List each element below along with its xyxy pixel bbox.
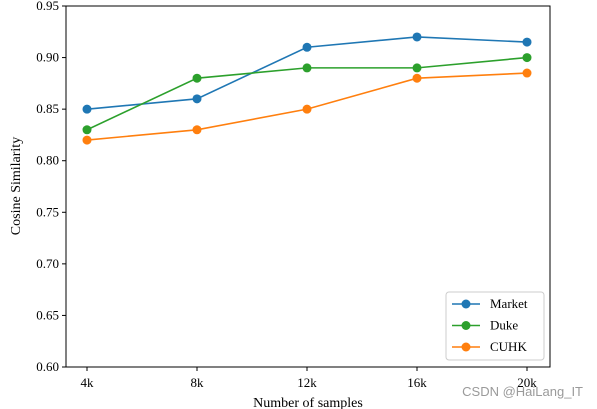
data-point [82,125,92,135]
x-tick-label: 16k [407,375,427,390]
x-axis: 4k 8k 12k 16k 20k [81,367,537,390]
y-tick-label: 0.75 [36,204,59,219]
x-tick-label: 20k [517,375,537,390]
legend-label: Duke [490,318,518,333]
data-point [82,104,92,114]
y-axis-label: Cosine Similarity [9,137,24,235]
y-tick-label: 0.85 [36,101,59,116]
data-point [302,104,312,114]
legend-item: Market [452,296,528,311]
data-point [192,94,202,104]
x-tick-label: 12k [297,375,317,390]
series-duke [82,53,532,135]
data-point [302,42,312,52]
legend-marker [461,342,471,352]
data-point [82,135,92,145]
legend-label: CUHK [490,339,527,354]
series-group [82,32,532,145]
data-point [522,68,532,78]
watermark-text: CSDN @HaiLang_IT [462,384,583,399]
data-point [522,37,532,47]
legend-item: CUHK [452,339,527,354]
data-point [412,32,422,42]
legend-marker [461,299,471,309]
legend-marker [461,321,471,330]
series-market [82,32,532,114]
x-tick-label: 4k [81,375,95,390]
legend-label: Market [490,296,528,311]
y-tick-label: 0.65 [36,307,59,322]
y-tick-label: 0.60 [36,359,59,374]
y-tick-label: 0.80 [36,153,59,168]
legend-frame [445,291,545,361]
y-axis: 0.60 0.65 0.70 0.75 0.80 0.85 0.90 0.95 [36,0,66,374]
legend-item: Duke [452,318,518,333]
data-point [522,53,532,63]
data-point [302,63,312,73]
data-point [412,73,422,83]
y-tick-label: 0.90 [36,50,59,65]
y-tick-label: 0.70 [36,256,59,271]
data-point [192,73,202,83]
x-axis-label: Number of samples [253,396,363,409]
x-tick-label: 8k [191,375,205,390]
y-tick-label: 0.95 [36,0,59,13]
data-point [412,63,422,73]
legend: Market Duke CUHK [445,291,545,361]
data-point [192,125,202,135]
series-cuhk [82,68,532,145]
